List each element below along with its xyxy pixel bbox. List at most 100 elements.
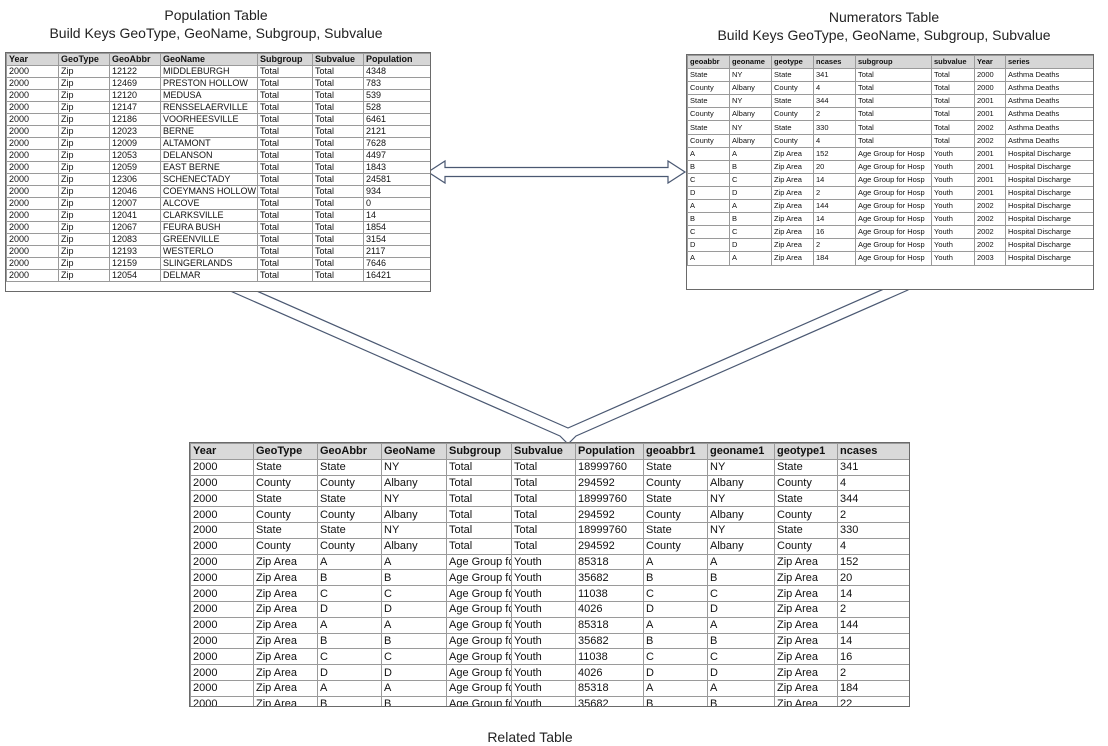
table-cell: SLINGERLANDS: [160, 257, 258, 270]
table-cell: Total: [931, 81, 975, 96]
table-cell: Zip: [58, 125, 110, 138]
table-cell: Total: [312, 209, 364, 222]
table-cell: MEDUSA: [160, 89, 258, 102]
table-row: 2000 Zip Area A A Age Group fc Youth 85318 A A Zi…: [190, 616, 909, 634]
table-cell: Age Group fc: [446, 600, 512, 618]
table-cell: D: [707, 664, 775, 681]
table-cell: 12120: [109, 89, 161, 102]
table-cell: 2: [837, 600, 909, 618]
table-cell: Total: [257, 65, 313, 78]
table-cell: Zip: [58, 161, 110, 174]
table-cell: Total: [855, 107, 932, 122]
table-cell: Hospital Discharge: [1005, 172, 1093, 187]
table-cell: Age Group for Hosp: [855, 225, 932, 240]
table-cell: PRESTON HOLLOW: [160, 77, 258, 90]
table-cell: Albany: [381, 537, 447, 555]
table-cell: Albany: [381, 474, 447, 492]
table-cell: 12046: [109, 185, 161, 198]
table-cell: B: [687, 212, 730, 227]
table-cell: Total: [312, 197, 364, 210]
table-cell: Total: [312, 77, 364, 90]
table-cell: D: [317, 664, 382, 681]
table-cell: Zip Area: [771, 212, 814, 227]
table-cell: 14: [363, 209, 430, 222]
table-cell: 2000: [190, 537, 254, 555]
table-cell: 2001: [974, 159, 1006, 174]
table-cell: 2000: [6, 185, 59, 198]
table-cell: 14: [837, 632, 909, 650]
table-cell: 2001: [974, 172, 1006, 187]
table-row: 2000 Zip Area A A Age Group fc Youth 85318 A A Zi…: [190, 679, 909, 697]
table-cell: Youth: [511, 664, 576, 681]
table-row: 2000 Zip 12306 SCHENECTADY Total Total 24581: [6, 173, 430, 186]
table-cell: 85318: [575, 553, 644, 571]
table-cell: C: [707, 648, 775, 666]
table-cell: 2000: [6, 221, 59, 234]
table-row: State NY State 341 Total Total 2000 Asthma Deat…: [687, 68, 1093, 83]
table-cell: State: [774, 521, 838, 539]
table-cell: Zip Area: [253, 569, 318, 587]
table-cell: 528: [363, 101, 430, 114]
table-cell: Albany: [729, 81, 772, 96]
table-cell: A: [381, 616, 447, 634]
table-cell: Zip: [58, 269, 110, 282]
table-cell: 184: [837, 679, 909, 697]
table-cell: A: [729, 251, 772, 266]
table-cell: 330: [813, 120, 856, 135]
table-cell: Total: [312, 245, 364, 258]
table-cell: Zip Area: [253, 679, 318, 697]
table-cell: 2000: [190, 506, 254, 523]
table-cell: 85318: [575, 616, 644, 634]
table-cell: 2002: [974, 212, 1006, 227]
table-cell: Hospital Discharge: [1005, 185, 1093, 201]
table-cell: Zip: [58, 65, 110, 78]
table-cell: 12083: [109, 233, 161, 246]
table-row: C C Zip Area 16 Age Group for Hosp Youth 2002 H…: [687, 225, 1093, 240]
table-cell: Zip Area: [771, 159, 814, 174]
table-row: B B Zip Area 14 Age Group for Hosp Youth 2002 H…: [687, 212, 1093, 227]
table-cell: NY: [707, 490, 775, 508]
table-row: 2000 Zip 12053 DELANSON Total Total 4497: [6, 149, 430, 162]
column-header: GeoType: [253, 443, 318, 460]
table-cell: 18999760: [575, 490, 644, 508]
table-cell: NY: [707, 521, 775, 539]
table-cell: Total: [312, 125, 364, 138]
column-header: Population: [575, 443, 644, 460]
table-cell: Asthma Deaths: [1005, 120, 1093, 135]
table-cell: Zip: [58, 77, 110, 90]
numerators-table-subtitle: Build Keys GeoType, GeoName, Subgroup, S…: [717, 27, 1051, 43]
table-cell: NY: [729, 94, 772, 109]
table-cell: B: [707, 695, 775, 706]
table-cell: 2: [837, 664, 909, 681]
table-cell: 4: [813, 133, 856, 148]
table-cell: Zip Area: [253, 585, 318, 602]
table-cell: Hospital Discharge: [1005, 225, 1093, 240]
table-cell: County: [771, 133, 814, 148]
table-cell: 12067: [109, 221, 161, 234]
table-cell: 2000: [6, 233, 59, 246]
table-cell: 20: [813, 159, 856, 174]
table-cell: 2000: [6, 245, 59, 258]
table-cell: Total: [257, 101, 313, 114]
table-cell: Albany: [729, 107, 772, 122]
table-cell: 2001: [974, 94, 1006, 109]
table-cell: Youth: [931, 225, 975, 240]
table-cell: 0: [363, 197, 430, 210]
table-cell: Zip Area: [774, 553, 838, 571]
table-cell: State: [253, 458, 318, 476]
table-header-row: Year GeoType GeoAbbr GeoName Subgroup Subvalu…: [190, 443, 909, 460]
table-cell: A: [687, 251, 730, 266]
table-cell: Zip Area: [253, 553, 318, 571]
table-cell: Zip Area: [253, 648, 318, 666]
table-cell: A: [687, 146, 730, 161]
table-row: 2000 Zip Area B B Age Group fc Youth 35682 B B Zi…: [190, 569, 909, 587]
table-cell: Youth: [931, 212, 975, 227]
table-cell: 783: [363, 77, 430, 90]
table-cell: Zip: [58, 101, 110, 114]
table-cell: Albany: [381, 506, 447, 523]
table-row: County Albany County 4 Total Total 2000 Asthma …: [687, 81, 1093, 96]
table-cell: Zip: [58, 257, 110, 270]
table-cell: Zip Area: [253, 600, 318, 618]
table-cell: Total: [312, 233, 364, 246]
